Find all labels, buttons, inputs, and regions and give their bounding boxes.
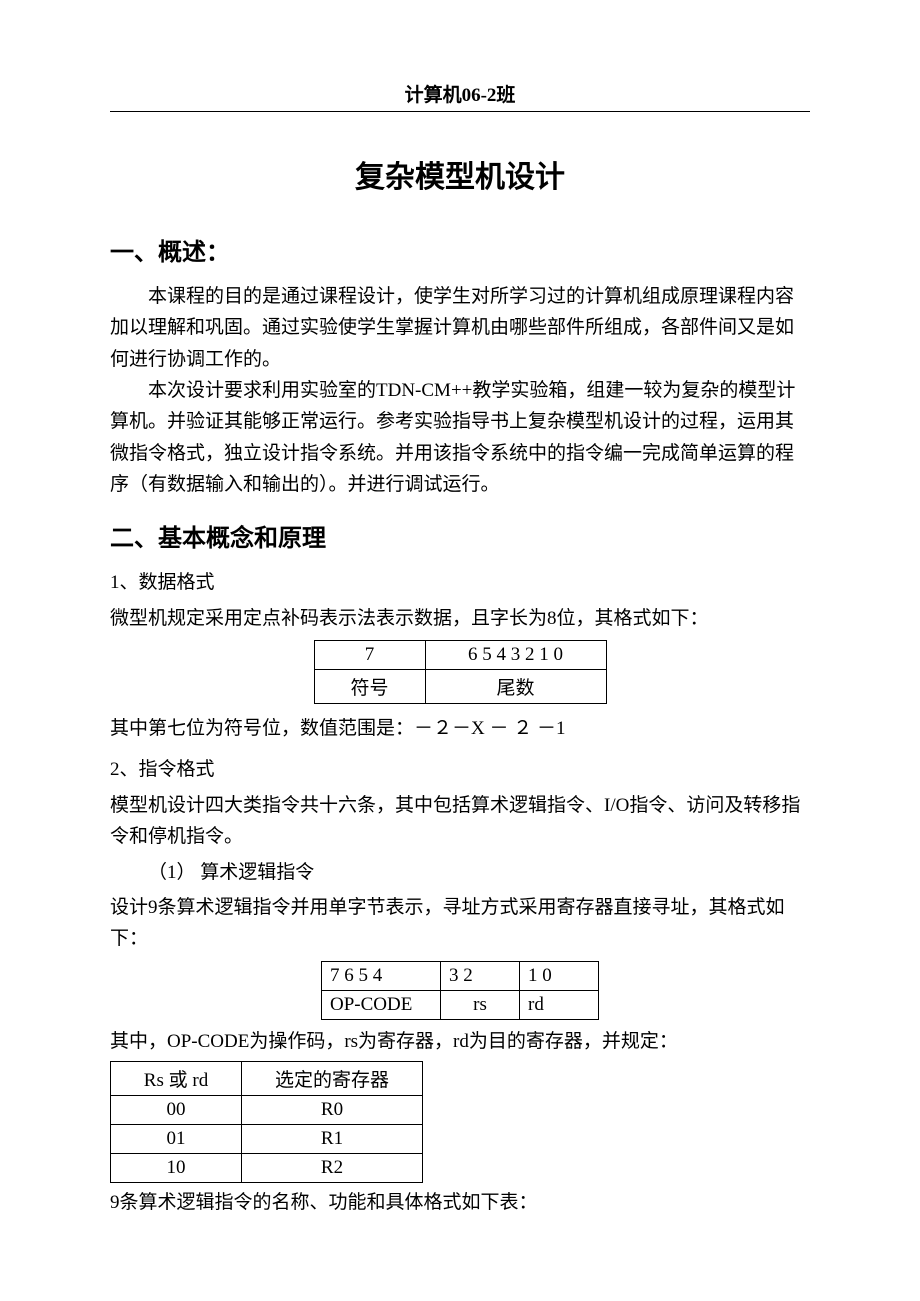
cell-bits7654: 7 6 5 4: [322, 961, 441, 990]
item-2-sub1-desc: 设计9条算术逻辑指令并用单字节表示，寻址方式采用寄存器直接寻址，其格式如下：: [110, 892, 810, 955]
register-table: Rs 或 rd 选定的寄存器 00 R0 01 R1 10 R2: [110, 1061, 423, 1183]
cell-rd: rd: [520, 990, 599, 1019]
reg-name: R2: [242, 1153, 423, 1182]
section-1-heading: 一、概述：: [110, 232, 810, 267]
cell-bits6to0: 6 5 4 3 2 1 0: [425, 641, 606, 670]
table-row: 符号 尾数: [314, 670, 606, 704]
table-row: OP-CODE rs rd: [322, 990, 599, 1019]
reg-header-2: 选定的寄存器: [242, 1061, 423, 1095]
document-page: 计算机06-2班 复杂模型机设计 一、概述： 本课程的目的是通过课程设计，使学生…: [0, 0, 920, 1301]
reg-code: 00: [111, 1095, 242, 1124]
section-1-para-1: 本课程的目的是通过课程设计，使学生对所学习过的计算机组成原理课程内容加以理解和巩…: [110, 281, 810, 375]
format-note: 其中，OP-CODE为操作码，rs为寄存器，rd为目的寄存器，并规定：: [110, 1026, 810, 1057]
item-1-desc: 微型机规定采用定点补码表示法表示数据，且字长为8位，其格式如下：: [110, 603, 810, 634]
item-2-label: 2、指令格式: [110, 754, 810, 785]
table-row: 7 6 5 4 3 2 1 0: [322, 961, 599, 990]
table-row: Rs 或 rd 选定的寄存器: [111, 1061, 423, 1095]
item-2-desc: 模型机设计四大类指令共十六条，其中包括算术逻辑指令、I/O指令、访问及转移指令和…: [110, 790, 810, 853]
reg-name: R0: [242, 1095, 423, 1124]
table-row: 00 R0: [111, 1095, 423, 1124]
cell-sign: 符号: [314, 670, 425, 704]
section-2-heading: 二、基本概念和原理: [110, 518, 810, 553]
cell-bit7: 7: [314, 641, 425, 670]
instruction-format-table: 7 6 5 4 3 2 1 0 OP-CODE rs rd: [321, 961, 599, 1020]
item-2-sub1-label: （1） 算术逻辑指令: [110, 857, 810, 888]
cell-mantissa: 尾数: [425, 670, 606, 704]
cell-bits32: 3 2: [441, 961, 520, 990]
data-format-table: 7 6 5 4 3 2 1 0 符号 尾数: [314, 640, 607, 704]
cell-bits10: 1 0: [520, 961, 599, 990]
page-header: 计算机06-2班: [110, 80, 810, 112]
reg-code: 10: [111, 1153, 242, 1182]
reg-name: R1: [242, 1124, 423, 1153]
table-row: 01 R1: [111, 1124, 423, 1153]
reg-header-1: Rs 或 rd: [111, 1061, 242, 1095]
table-row: 7 6 5 4 3 2 1 0: [314, 641, 606, 670]
cell-rs: rs: [441, 990, 520, 1019]
final-line: 9条算术逻辑指令的名称、功能和具体格式如下表：: [110, 1187, 810, 1218]
item-1-label: 1、数据格式: [110, 567, 810, 598]
reg-code: 01: [111, 1124, 242, 1153]
document-title: 复杂模型机设计: [110, 152, 810, 196]
section-1-para-2: 本次设计要求利用实验室的TDN-CM++教学实验箱，组建一较为复杂的模型计算机。…: [110, 375, 810, 500]
cell-opcode: OP-CODE: [322, 990, 441, 1019]
item-1-range: 其中第七位为符号位，数值范围是：－２－X － ２ －1: [110, 714, 810, 744]
table-row: 10 R2: [111, 1153, 423, 1182]
